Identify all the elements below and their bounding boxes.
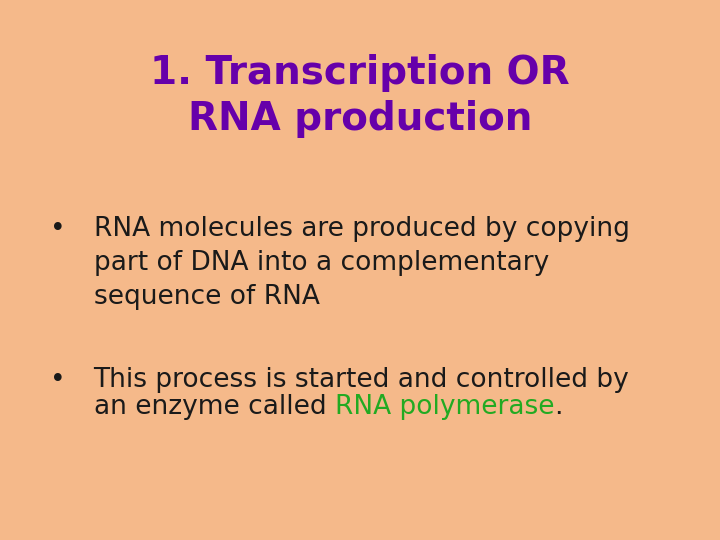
Text: RNA polymerase: RNA polymerase bbox=[335, 394, 554, 420]
Text: 1. Transcription OR
RNA production: 1. Transcription OR RNA production bbox=[150, 54, 570, 138]
Text: an enzyme called: an enzyme called bbox=[94, 394, 335, 420]
Text: •: • bbox=[50, 367, 66, 393]
Text: .: . bbox=[554, 394, 562, 420]
Text: This process is started and controlled by: This process is started and controlled b… bbox=[94, 367, 629, 393]
Text: •: • bbox=[50, 216, 66, 242]
Text: RNA molecules are produced by copying
part of DNA into a complementary
sequence : RNA molecules are produced by copying pa… bbox=[94, 216, 629, 310]
